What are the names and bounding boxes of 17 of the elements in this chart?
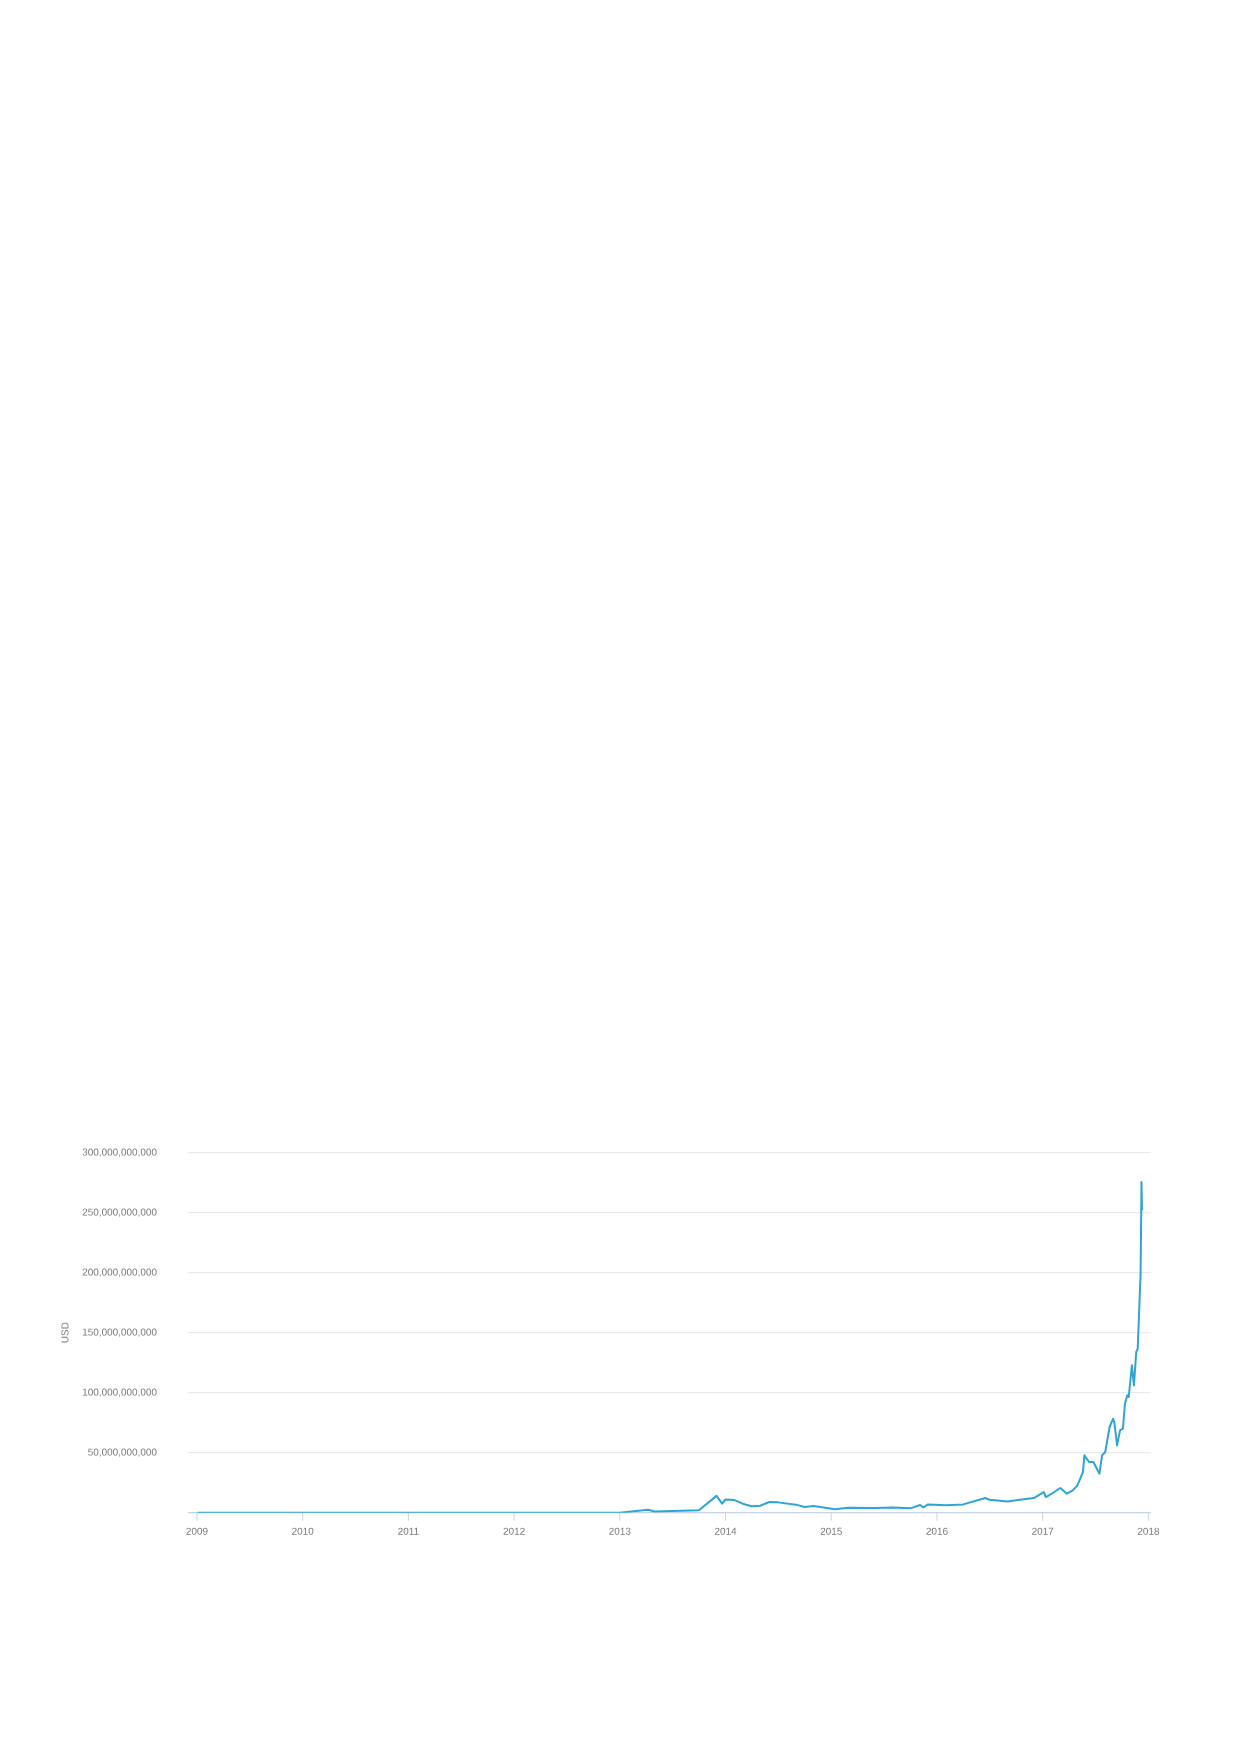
y-tick-label: 150,000,000,000 <box>82 1328 157 1337</box>
x-tick-label: 2013 <box>609 1527 631 1535</box>
x-tick-label: 2011 <box>398 1527 419 1535</box>
y-tick-label: 100,000,000,000 <box>82 1388 157 1397</box>
x-tick-label: 2009 <box>186 1527 208 1535</box>
y-tick-label: 250,000,000,000 <box>82 1208 157 1217</box>
x-tick-label: 2015 <box>820 1527 842 1535</box>
x-tick-label: 2016 <box>926 1527 948 1535</box>
y-tick-label: 50,000,000,000 <box>88 1448 157 1457</box>
y-tick-label: 300,000,000,000 <box>82 1148 157 1157</box>
x-tick-label: 2012 <box>503 1527 525 1535</box>
x-tick-label: 2014 <box>714 1527 737 1535</box>
y-axis-title: USD <box>61 1322 69 1343</box>
y-tick-label: 200,000,000,000 <box>82 1268 157 1277</box>
x-tick-label: 2018 <box>1137 1527 1160 1535</box>
x-tick-label: 2010 <box>292 1527 314 1535</box>
x-tick-label: 2017 <box>1032 1527 1054 1535</box>
